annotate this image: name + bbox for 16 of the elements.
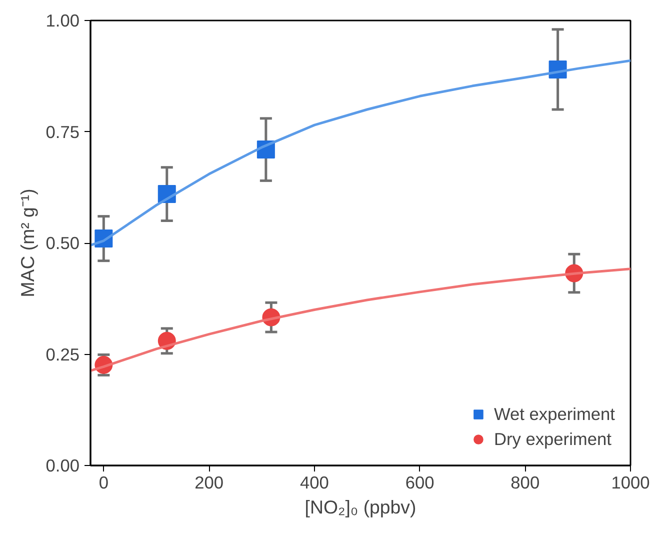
x-tick-label: 1000	[611, 472, 650, 492]
y-tick-label: 0.00	[46, 456, 80, 476]
x-tick-label: 200	[194, 472, 224, 492]
legend-label: Wet experiment	[494, 404, 615, 424]
legend-label: Dry experiment	[494, 428, 612, 450]
x-tick-label: 600	[405, 472, 434, 492]
x-tick-label: 800	[510, 472, 540, 492]
x-tick-label: 400	[300, 472, 329, 492]
x-tick-label: 0	[98, 472, 108, 492]
line-series	[90, 59, 630, 246]
y-axis-title: MAC (m² g⁻¹)	[16, 188, 38, 298]
y-tick-label: 0.50	[46, 233, 80, 253]
y-tick-label: 0.25	[46, 344, 80, 364]
y-tick-label: 1.00	[46, 10, 80, 30]
x-axis-title: [NO₂]₀ (ppbv)	[304, 496, 416, 518]
y-tick-label: 0.75	[46, 122, 80, 142]
